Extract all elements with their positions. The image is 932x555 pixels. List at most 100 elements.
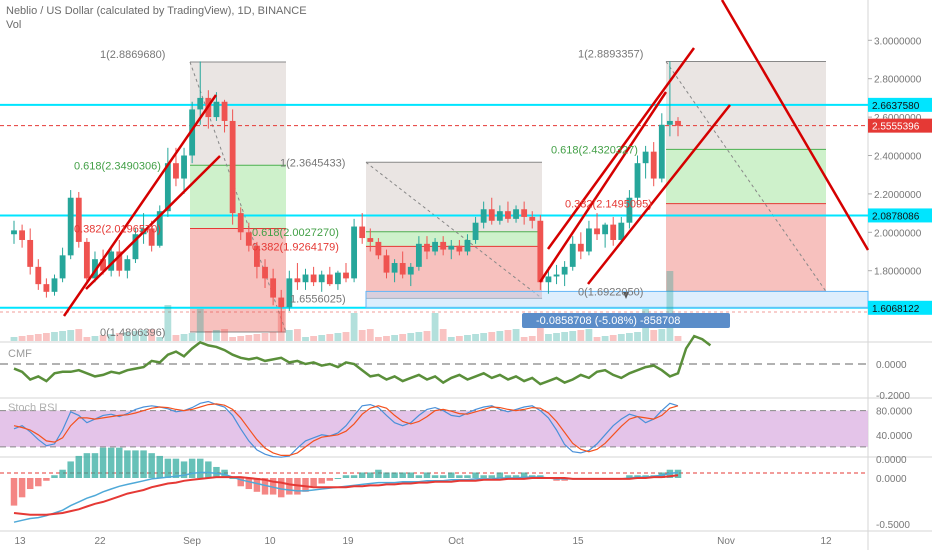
price-tick-label: 3.0000000: [874, 36, 922, 47]
macd-histogram-bar: [10, 478, 18, 506]
candle-body: [464, 239, 471, 252]
candle: [642, 145, 649, 179]
macd-histogram-bar: [520, 472, 528, 478]
channel-trendline[interactable]: [546, 47, 696, 250]
candle-body: [197, 97, 204, 110]
volume-bar: [318, 335, 326, 341]
candle-body: [496, 211, 503, 221]
channel-trendline[interactable]: [62, 94, 218, 317]
candle: [294, 263, 301, 290]
volume-bar: [229, 337, 237, 341]
fib-trend-line: [665, 61, 827, 292]
candle-body: [569, 243, 576, 267]
candle: [132, 228, 139, 264]
time-tick-label: 15: [572, 536, 584, 547]
macd-histogram-bar: [399, 472, 406, 478]
volume-bar: [213, 330, 220, 341]
candle-body: [302, 274, 309, 283]
macd-histogram-bar: [245, 478, 253, 490]
volume-bar: [285, 330, 293, 341]
macd-histogram-bar: [496, 472, 504, 478]
time-tick-label: 10: [264, 536, 276, 547]
candle: [278, 289, 285, 333]
candle-body: [545, 276, 552, 283]
volume-bar: [658, 329, 666, 341]
channel-trendline[interactable]: [587, 104, 731, 285]
candle: [310, 266, 317, 287]
volume-bar: [585, 329, 593, 341]
channel-trendline[interactable]: [720, 0, 870, 251]
macd-histogram-bar: [448, 472, 455, 478]
macd-histogram-bar: [626, 475, 633, 478]
candle: [164, 147, 171, 217]
candle-body: [43, 284, 50, 292]
candle-body: [334, 272, 341, 285]
candle: [472, 216, 479, 244]
candle-body: [213, 101, 220, 118]
volume-bar: [42, 333, 50, 341]
macd-histogram-bar: [391, 472, 398, 478]
candle: [229, 109, 236, 225]
macd-histogram-bar: [229, 478, 236, 479]
candle: [521, 201, 528, 225]
candle: [359, 213, 366, 244]
macd-histogram-bar: [67, 461, 74, 478]
candle-body: [561, 266, 568, 275]
candle: [254, 241, 260, 279]
fib-zone-upper: [366, 162, 542, 232]
candle: [415, 236, 422, 271]
volume-bar: [115, 333, 123, 341]
time-tick-label: 12: [820, 536, 832, 547]
time-tick-label: Sep: [183, 536, 201, 547]
candle-body: [181, 155, 187, 179]
fib-label: 1(2.8869680): [100, 49, 165, 61]
macd-histogram-bar: [26, 478, 34, 490]
candle-body: [286, 278, 293, 308]
candle: [488, 197, 495, 225]
measure-badge: [522, 313, 730, 328]
volume-bar: [399, 334, 407, 341]
candle-body: [472, 222, 479, 240]
macd-histogram-bar: [205, 461, 212, 478]
volume-bar: [601, 336, 609, 341]
fib-zone-382: [666, 203, 826, 292]
price-badge: [868, 208, 932, 223]
candle: [318, 270, 325, 292]
candle-body: [626, 197, 633, 223]
candle-body: [553, 274, 560, 277]
fib-zone-618: [366, 231, 542, 247]
candle-body: [424, 243, 430, 252]
candle: [75, 191, 82, 248]
volume-bar: [553, 333, 560, 341]
macd-histogram-bar: [156, 455, 163, 478]
price-badge-label: 2.5555396: [872, 122, 920, 133]
volume-bar: [51, 332, 58, 341]
volume-bar: [10, 337, 18, 341]
stoch-tick-label: 80.0000: [876, 407, 913, 418]
measure-band[interactable]: [365, 290, 869, 309]
macd-histogram-bar: [59, 469, 66, 478]
channel-trendline[interactable]: [538, 91, 668, 283]
fib-zone-382: [190, 228, 286, 333]
volume-bar: [650, 330, 658, 341]
cmf-label: CMF: [8, 348, 32, 360]
macd-histogram-bar: [431, 475, 439, 478]
channel-trendline[interactable]: [85, 155, 221, 290]
volume-bar: [358, 330, 366, 341]
candle-body: [173, 163, 179, 179]
macd-histogram-bar: [99, 447, 107, 478]
candle-body: [586, 228, 592, 252]
volume-label: Vol: [6, 19, 22, 31]
macd-histogram-bar: [269, 478, 277, 495]
fib-label: 0.382(2.1495095): [565, 199, 652, 211]
volume-bar: [455, 336, 463, 341]
volume-bar: [196, 309, 204, 341]
stoch-d-line: [13, 403, 679, 456]
candle-body: [642, 151, 649, 164]
candle: [262, 259, 268, 288]
candle: [237, 207, 244, 240]
price-badge-label: 2.0878086: [872, 211, 920, 222]
stoch-tick-label: 40.0000: [876, 431, 913, 442]
candle: [302, 268, 309, 290]
